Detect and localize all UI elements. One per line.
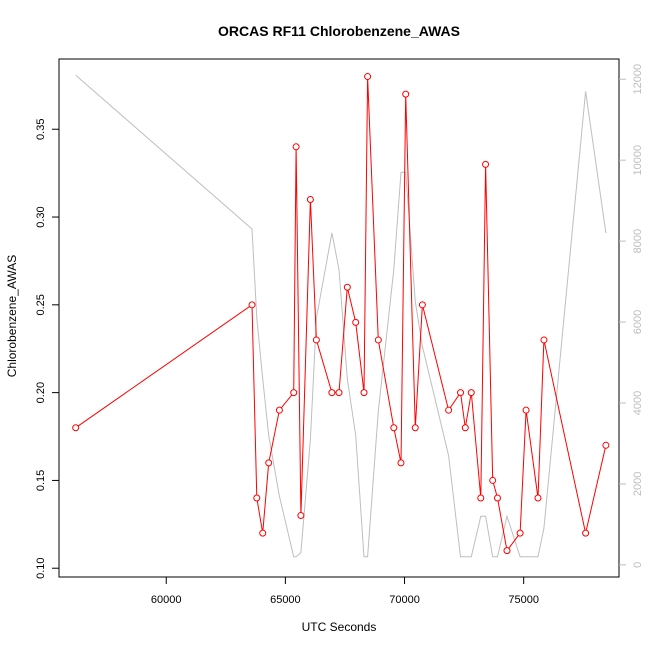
data-point	[489, 476, 497, 484]
x-tick-label: 60000	[151, 594, 182, 606]
data-point	[390, 424, 398, 432]
secondary-series-line	[75, 74, 607, 558]
data-point	[457, 389, 465, 397]
y-tick-label: 0.15	[35, 470, 47, 491]
data-point	[516, 529, 524, 537]
y-tick-label: 0.25	[35, 294, 47, 315]
data-point	[477, 494, 485, 502]
x-axis-label: UTC Seconds	[302, 620, 377, 634]
data-point	[602, 441, 610, 449]
chart-title: ORCAS RF11 Chlorobenzene_AWAS	[218, 23, 460, 39]
data-point	[292, 143, 300, 151]
data-point	[503, 547, 511, 555]
x-tick-label: 70000	[389, 594, 420, 606]
data-point	[540, 336, 548, 344]
x-tick-label: 75000	[508, 594, 539, 606]
data-point	[306, 195, 314, 203]
data-point	[297, 512, 305, 520]
series-layer	[72, 73, 610, 558]
y-tick-label: 0.10	[35, 558, 47, 579]
data-point	[290, 389, 298, 397]
y-axis: 0.10 0.15 0.20 0.25 0.30 0.35	[35, 119, 59, 579]
primary-series-line	[75, 76, 607, 552]
y-tick-label: 0.20	[35, 382, 47, 403]
data-point	[482, 160, 490, 168]
x-tick-label: 65000	[270, 594, 301, 606]
data-point	[364, 73, 372, 81]
data-point	[72, 424, 80, 432]
data-point	[418, 301, 426, 309]
data-point	[445, 406, 453, 414]
data-point	[248, 301, 256, 309]
data-point	[275, 406, 283, 414]
data-point	[253, 494, 261, 502]
data-point	[582, 529, 590, 537]
data-point	[343, 283, 351, 291]
y2-tick-label: 2000	[632, 472, 644, 496]
data-point	[335, 389, 343, 397]
y2-tick-label: 12000	[632, 64, 644, 95]
y2-axis: 0 2000 4000 6000 8000 10000 12000	[619, 64, 644, 568]
data-point	[411, 424, 419, 432]
data-point	[360, 389, 368, 397]
y-tick-label: 0.30	[35, 206, 47, 227]
y-tick-label: 0.35	[35, 119, 47, 140]
y2-tick-label: 6000	[632, 310, 644, 334]
data-point	[461, 424, 469, 432]
data-point	[352, 318, 360, 326]
data-point	[467, 389, 475, 397]
data-point	[522, 406, 530, 414]
y2-tick-label: 8000	[632, 229, 644, 253]
data-point	[402, 90, 410, 98]
data-point	[259, 529, 267, 537]
data-point	[265, 459, 273, 467]
data-point	[493, 494, 501, 502]
data-point	[328, 389, 336, 397]
y2-tick-label: 10000	[632, 145, 644, 176]
data-point	[374, 336, 382, 344]
data-point	[534, 494, 542, 502]
y-axis-label: Chlorobenzene_AWAS	[5, 255, 19, 378]
data-point	[397, 459, 405, 467]
y2-tick-label: 4000	[632, 391, 644, 415]
data-point	[312, 336, 320, 344]
x-axis: 60000 65000 70000 75000	[151, 576, 539, 606]
y2-tick-label: 0	[632, 562, 644, 568]
